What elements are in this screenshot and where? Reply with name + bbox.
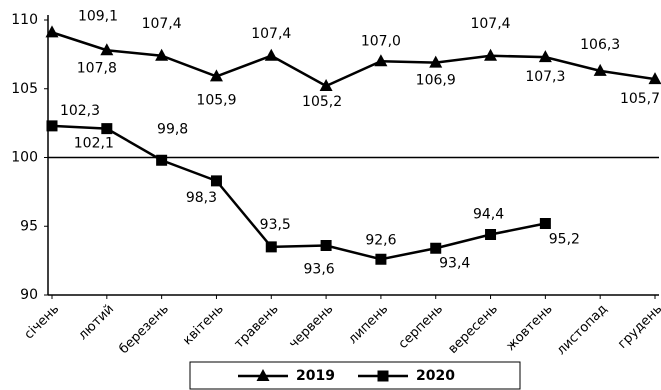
data-label: 107,3 [525,69,565,85]
point-marker [100,43,114,56]
point-marker [155,48,169,61]
data-label: 106,9 [416,73,456,89]
y-tick-label: 105 [11,81,38,97]
point-marker [265,241,277,253]
data-label: 105,9 [196,92,236,108]
point-marker [648,72,661,85]
series-line [51,124,546,261]
x-tick-label: квітень [180,302,227,349]
point-marker [375,253,387,265]
legend-label: 2019 [296,368,335,384]
x-tick-label: лютий [76,302,118,344]
data-label: 95,2 [549,232,580,248]
data-label: 93,5 [260,217,291,233]
data-label: 92,6 [365,232,396,248]
point-marker [377,370,389,382]
x-tick-label: листопад [554,302,610,358]
series-line [51,31,656,88]
point-marker [264,48,278,61]
point-marker [256,369,270,381]
data-label: 93,4 [439,255,470,271]
x-tick-label: серпень [396,302,446,352]
data-label: 106,3 [580,37,620,53]
y-tick-label: 90 [20,287,38,303]
point-marker [45,25,59,38]
point-marker [210,175,222,187]
point-marker [429,55,443,68]
data-label: 99,8 [157,121,188,137]
point-marker [209,69,223,82]
data-label: 105,2 [302,94,342,110]
y-tick-label: 100 [11,150,38,166]
point-marker [539,218,551,229]
point-marker [430,242,442,254]
data-label: 107,0 [361,33,401,49]
data-label: 102,1 [74,136,114,152]
x-tick-label: жовтень [503,302,555,354]
data-label: 109,1 [78,8,118,24]
legend-label: 2020 [416,368,455,384]
x-tick-label: січень [22,302,63,343]
x-tick-label: березень [117,302,172,357]
data-label: 93,6 [304,262,335,278]
point-marker [46,120,58,132]
x-tick-label: грудень [615,302,661,352]
point-marker [485,229,497,240]
point-marker [374,54,388,67]
data-label: 107,4 [470,16,510,32]
x-tick-label: липень [346,302,392,348]
x-tick-label: червень [286,302,336,352]
point-marker [320,240,332,251]
y-tick-label: 110 [11,12,38,28]
point-marker [101,123,113,135]
data-label: 107,4 [142,16,182,32]
x-tick-label: вересень [446,302,501,357]
point-marker [319,79,333,91]
data-label: 107,4 [251,26,291,42]
point-marker [484,48,498,61]
point-marker [156,154,168,166]
data-label: 105,7 [620,91,660,107]
y-tick-label: 95 [20,218,38,234]
x-tick-label: травень [232,302,282,352]
data-label: 107,8 [77,60,117,76]
data-label: 102,3 [60,103,100,119]
data-label: 98,3 [186,190,217,206]
data-label: 94,4 [473,207,504,223]
point-marker [538,50,552,63]
point-marker [593,63,607,76]
